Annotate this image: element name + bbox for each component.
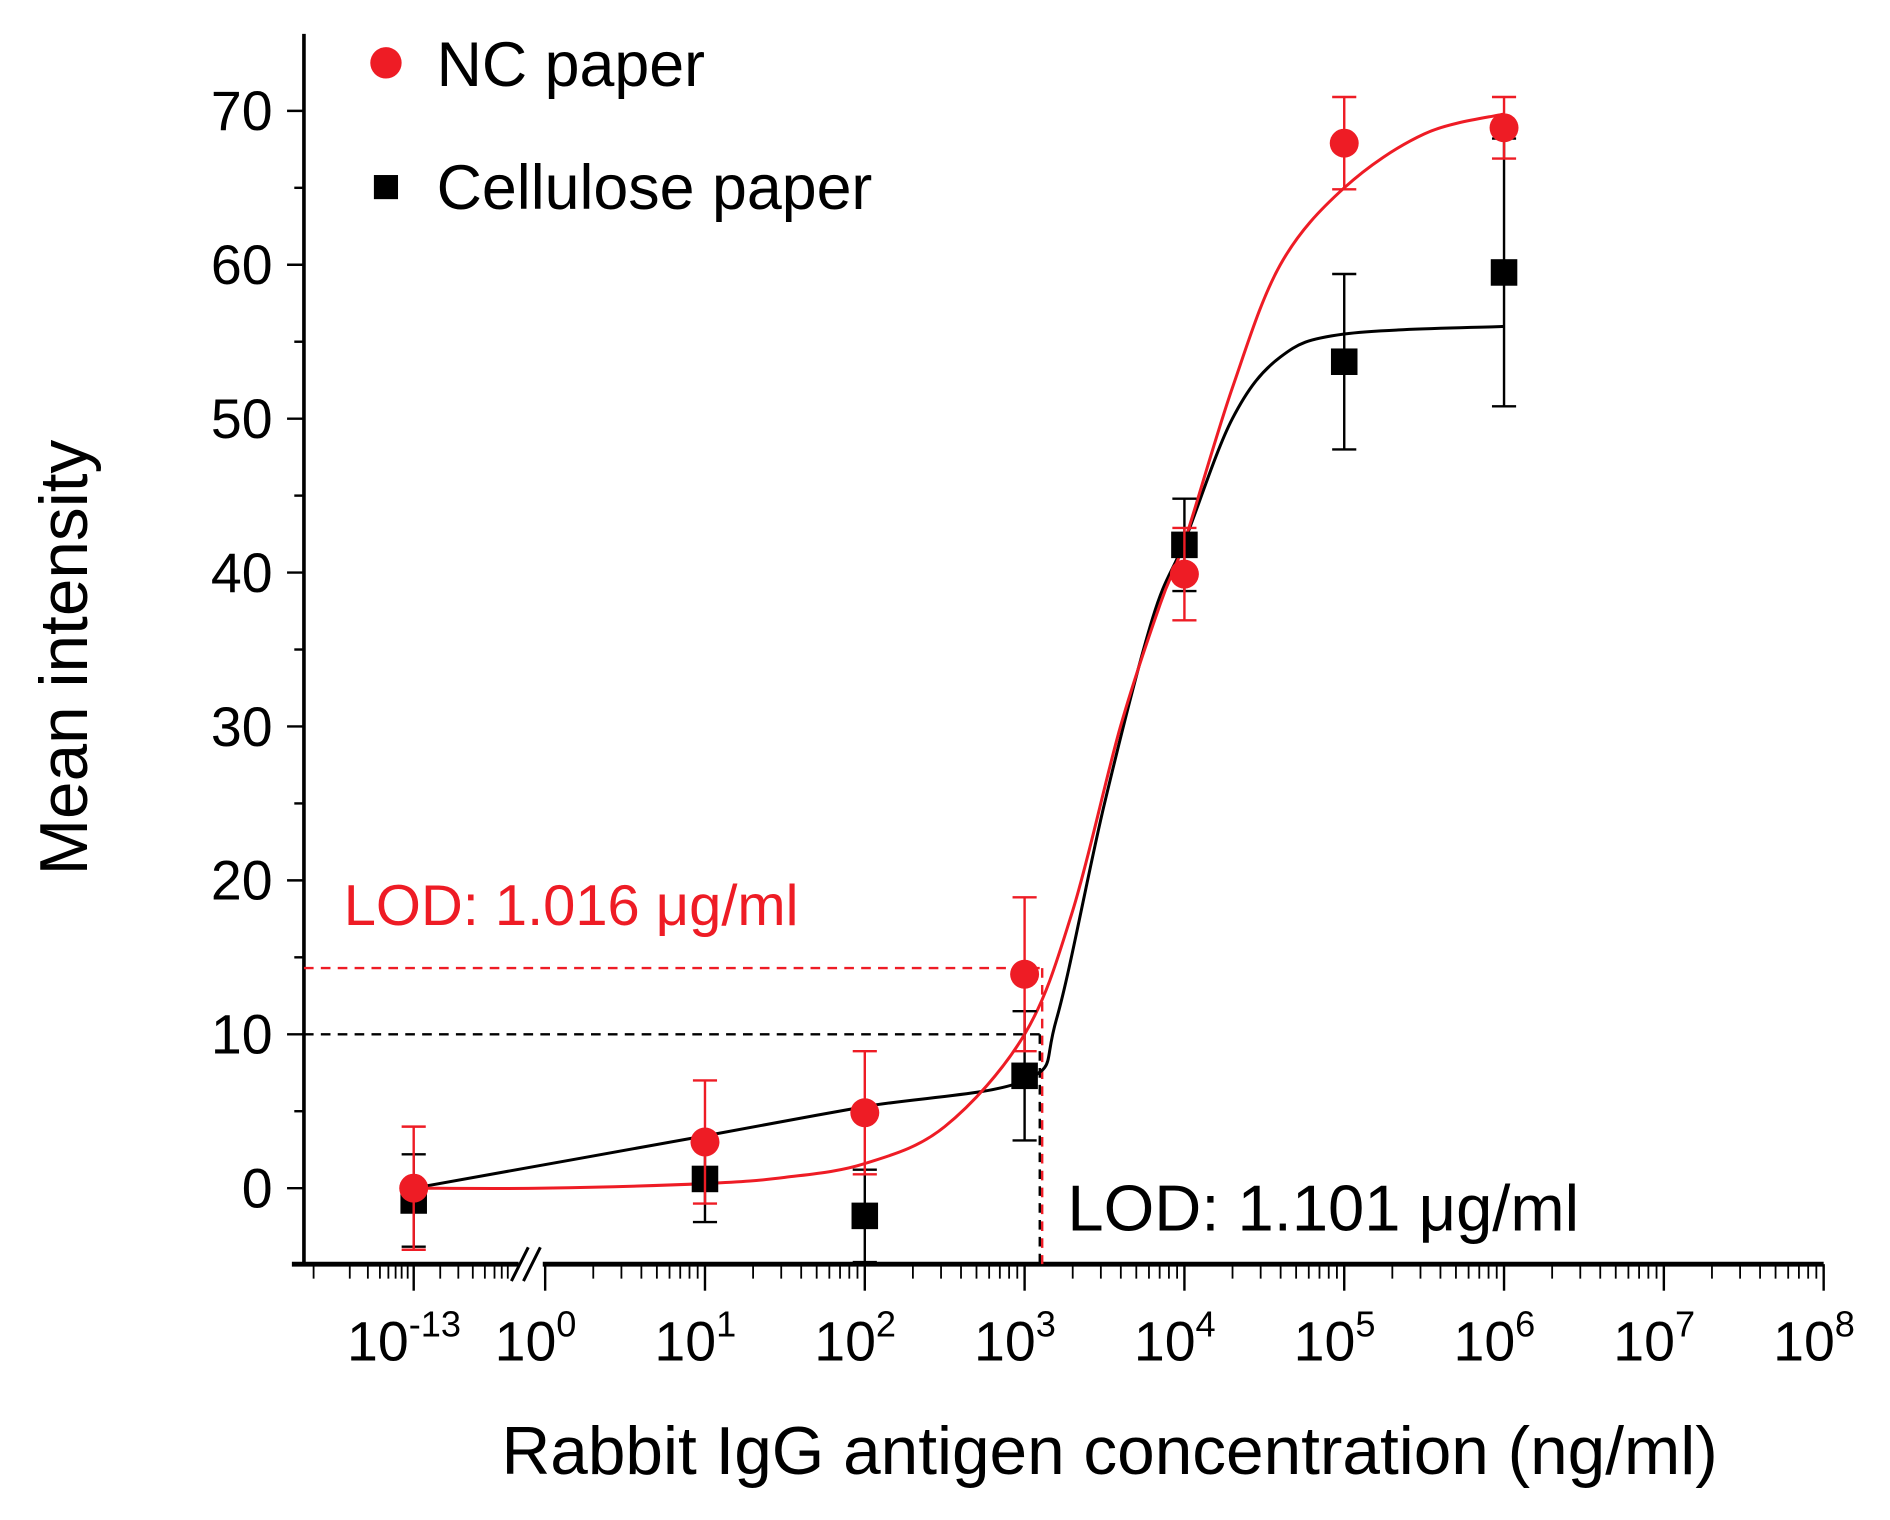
lod-label-nc: LOD: 1.016 μg/ml xyxy=(344,874,799,938)
legend-marker-nc xyxy=(370,47,402,79)
x-tick-label: 101 xyxy=(654,1304,736,1373)
data-point-nc xyxy=(690,1127,720,1157)
legend-label-nc: NC paper xyxy=(437,30,705,100)
y-axis-label: Mean intensity xyxy=(27,440,102,876)
x-tick-label: 100 xyxy=(495,1304,577,1373)
data-point-nc xyxy=(1329,128,1359,158)
data-point-nc xyxy=(1010,959,1040,989)
axis-break-icon xyxy=(510,1246,542,1282)
data-point-nc xyxy=(850,1098,880,1128)
data-points xyxy=(399,95,1519,1264)
x-axis-label: Rabbit IgG antigen concentration (ng/ml) xyxy=(502,1414,1718,1489)
legend-marker-cellulose xyxy=(373,175,399,200)
x-tick-label: 103 xyxy=(974,1304,1056,1373)
y-tick-label: 50 xyxy=(211,388,273,450)
y-tick-label: 20 xyxy=(211,850,273,912)
legend-label-cellulose: Cellulose paper xyxy=(437,153,873,223)
x-tick-label: 105 xyxy=(1294,1304,1376,1373)
y-tick-label: 10 xyxy=(211,1004,273,1066)
x-tick-label: 108 xyxy=(1773,1304,1855,1373)
data-point-cellulose xyxy=(1330,348,1358,375)
y-tick-label: 60 xyxy=(211,234,273,296)
data-point-nc xyxy=(1169,559,1199,589)
x-tick-label: 106 xyxy=(1453,1304,1535,1373)
x-tick-label: 102 xyxy=(814,1304,896,1373)
data-point-cellulose xyxy=(851,1202,879,1230)
x-tick-label: 107 xyxy=(1613,1304,1695,1373)
x-tick-label: 10-13 xyxy=(347,1304,461,1373)
x-tick-label: 104 xyxy=(1134,1304,1216,1373)
tick-labels: 0 10 20 30 40 50 60 70 10-13 100 101 102 103 104 105 10… xyxy=(211,80,1855,1372)
axes xyxy=(287,33,1825,1291)
data-point-nc xyxy=(1489,113,1519,143)
fit-curves xyxy=(413,112,1505,1191)
data-point-nc xyxy=(399,1173,429,1203)
lod-label-cellulose: LOD: 1.101 μg/ml xyxy=(1067,1171,1579,1244)
legend: NC paper Cellulose paper xyxy=(370,30,872,223)
fit-curve xyxy=(413,324,1505,1190)
fit-curve xyxy=(413,112,1505,1191)
data-point-cellulose xyxy=(1490,259,1518,286)
data-point-cellulose xyxy=(1011,1062,1038,1090)
y-tick-label: 0 xyxy=(242,1157,273,1219)
y-tick-label: 40 xyxy=(211,542,273,604)
y-tick-label: 70 xyxy=(211,80,273,142)
y-tick-label: 30 xyxy=(211,696,273,758)
